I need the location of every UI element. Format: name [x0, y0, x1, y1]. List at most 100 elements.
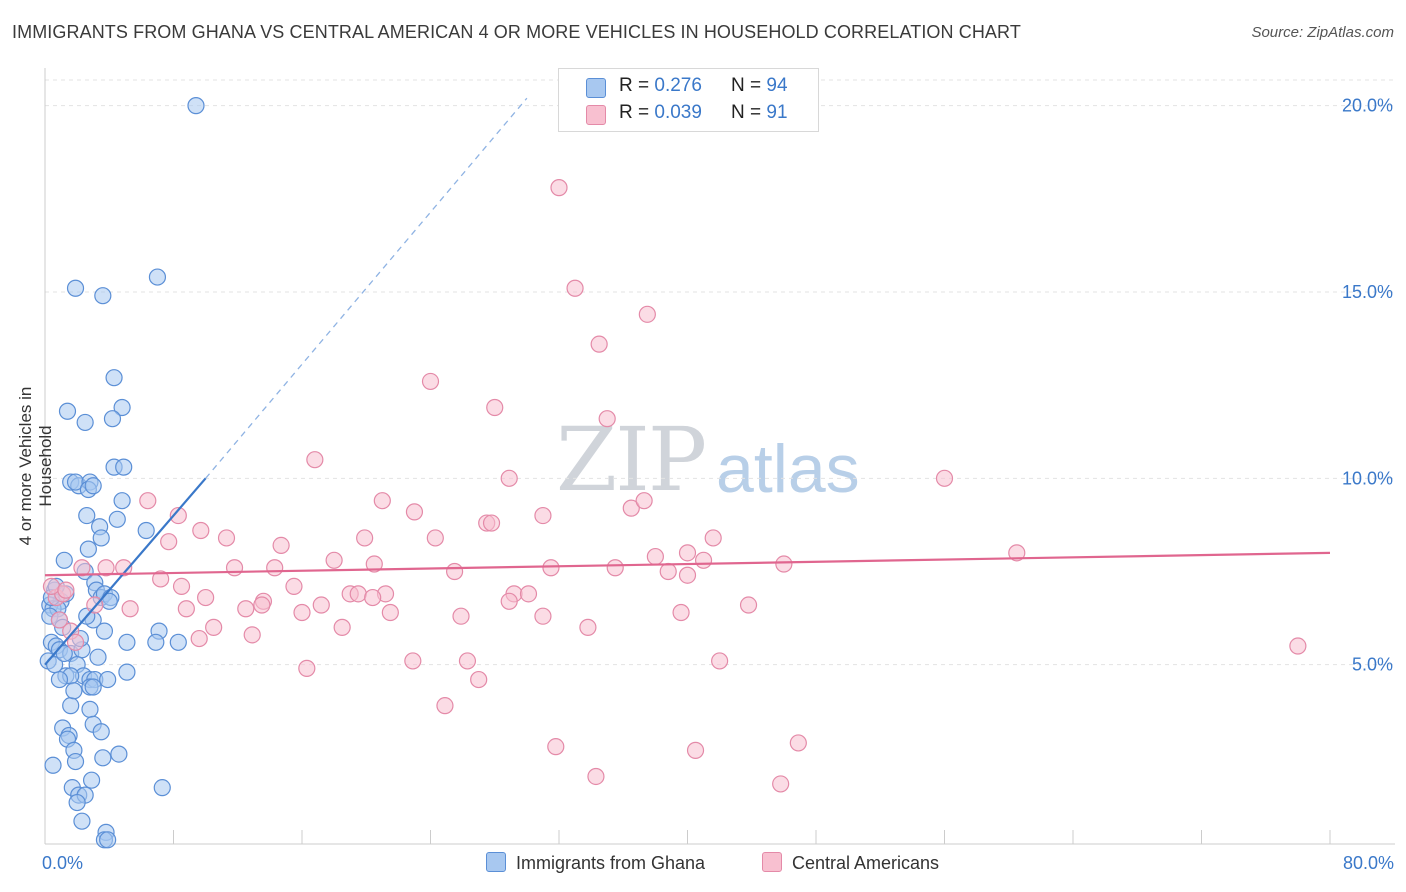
central-point-26: [646, 547, 664, 566]
ghana-point-17: [113, 492, 131, 510]
central-point-70: [66, 633, 85, 651]
central-point-29: [1008, 544, 1026, 562]
legend-swatch-ghana: [586, 78, 606, 98]
central-point-33: [225, 559, 244, 577]
central-point-24: [217, 529, 236, 547]
central-point-63: [177, 600, 195, 618]
central-point-45: [285, 577, 303, 595]
central-point-6: [598, 410, 616, 428]
ghana-point-93: [89, 648, 107, 666]
central-point-76: [298, 659, 316, 677]
central-point-0: [550, 179, 568, 197]
legend-n-label-ghana: N =: [731, 75, 762, 96]
central-point-2: [638, 305, 656, 323]
ghana-point-1: [148, 268, 167, 286]
ghana-point-47: [118, 633, 136, 651]
central-point-11: [373, 492, 391, 510]
chart-title: IMMIGRANTS FROM GHANA VS CENTRAL AMERICA…: [12, 22, 1021, 42]
ghana-point-73: [82, 771, 101, 789]
central-point-81: [470, 670, 488, 689]
ghana-point-66: [92, 723, 110, 741]
ghana-point-2: [66, 279, 85, 297]
central-point-83: [547, 738, 565, 756]
ghana-point-45: [147, 633, 165, 651]
central-point-3: [590, 335, 608, 353]
ghana-point-78: [68, 793, 86, 812]
ghana-point-10: [115, 458, 133, 476]
central-point-84: [686, 741, 705, 759]
y-axis-label: 4 or more Vehicles in Household: [16, 386, 55, 546]
source-label: Source: ZipAtlas.com: [1251, 24, 1394, 41]
ghana-point-92: [65, 682, 83, 700]
central-point-12: [405, 503, 424, 521]
ghana-point-4: [105, 369, 123, 387]
bottom-legend-label-ghana: Immigrants from Ghana: [516, 853, 706, 873]
ghana-point-69: [94, 749, 112, 767]
central-point-20: [356, 529, 374, 547]
ghana-point-60: [118, 663, 136, 681]
central-point-66: [579, 618, 597, 636]
ghana-trend-line: [44, 477, 207, 666]
x-tick-max: 80.0%: [1342, 853, 1394, 873]
central-point-68: [190, 629, 208, 648]
central-point-53: [364, 588, 382, 607]
central-point-41: [97, 559, 115, 577]
central-point-8: [500, 469, 518, 487]
central-point-10: [139, 492, 157, 510]
central-point-75: [57, 581, 75, 599]
bottom-legend-central[interactable]: Central Americans: [762, 852, 939, 874]
ghana-point-5: [58, 402, 77, 420]
bottom-legend-ghana[interactable]: Immigrants from Ghana: [486, 852, 705, 874]
ghana-point-54: [50, 670, 69, 689]
ghana-point-46: [169, 633, 187, 651]
central-point-1: [566, 279, 584, 297]
central-point-36: [606, 559, 624, 577]
central-point-39: [775, 555, 793, 573]
central-point-62: [672, 603, 690, 622]
y-tick-label-2: 15.0%: [1342, 282, 1393, 302]
ghana-point-8: [103, 410, 122, 428]
legend-r-label-central: R =: [619, 102, 650, 123]
central-point-85: [789, 734, 807, 752]
central-point-34: [266, 559, 284, 577]
y-tick-label-3: 20.0%: [1342, 96, 1393, 116]
ghana-point-18: [78, 506, 96, 525]
ghana-point-43: [95, 622, 114, 640]
central-point-40: [73, 559, 91, 577]
central-point-27: [678, 544, 697, 562]
ghana-point-72: [66, 752, 85, 771]
ghana-point-0: [187, 97, 205, 115]
ghana-point-19: [108, 510, 126, 528]
central-point-67: [243, 626, 261, 644]
central-point-55: [739, 596, 758, 614]
central-point-65: [333, 618, 351, 636]
ghana-point-24: [55, 551, 73, 569]
central-point-44: [172, 577, 191, 595]
central-point-32: [542, 559, 560, 577]
central-point-35: [445, 562, 464, 581]
ghana-point-70: [110, 745, 128, 763]
y-tick-label-0: 5.0%: [1352, 655, 1393, 675]
central-point-18: [534, 506, 552, 525]
ghana-point-16: [84, 477, 102, 495]
central-point-71: [50, 611, 69, 629]
legend-swatch-central: [586, 105, 606, 125]
ghana-point-79: [73, 812, 91, 830]
ghana-point-85: [55, 644, 73, 663]
central-point-23: [160, 533, 178, 551]
central-point-25: [272, 536, 290, 555]
legend-n-value-central: 91: [766, 102, 788, 123]
central-point-4: [421, 372, 440, 391]
central-point-47: [349, 585, 367, 603]
central-point-78: [458, 652, 477, 670]
legend-n-value-ghana: 94: [766, 75, 788, 96]
bottom-legend-swatch-central: [762, 852, 782, 872]
central-point-37: [659, 562, 677, 581]
central-point-77: [404, 652, 422, 670]
central-point-22: [704, 529, 722, 547]
central-point-57: [253, 596, 271, 614]
central-point-60: [452, 607, 470, 625]
ghana-point-62: [81, 700, 99, 718]
legend-r-value-ghana: 0.276: [654, 75, 702, 96]
ghana-point-7: [76, 413, 94, 432]
